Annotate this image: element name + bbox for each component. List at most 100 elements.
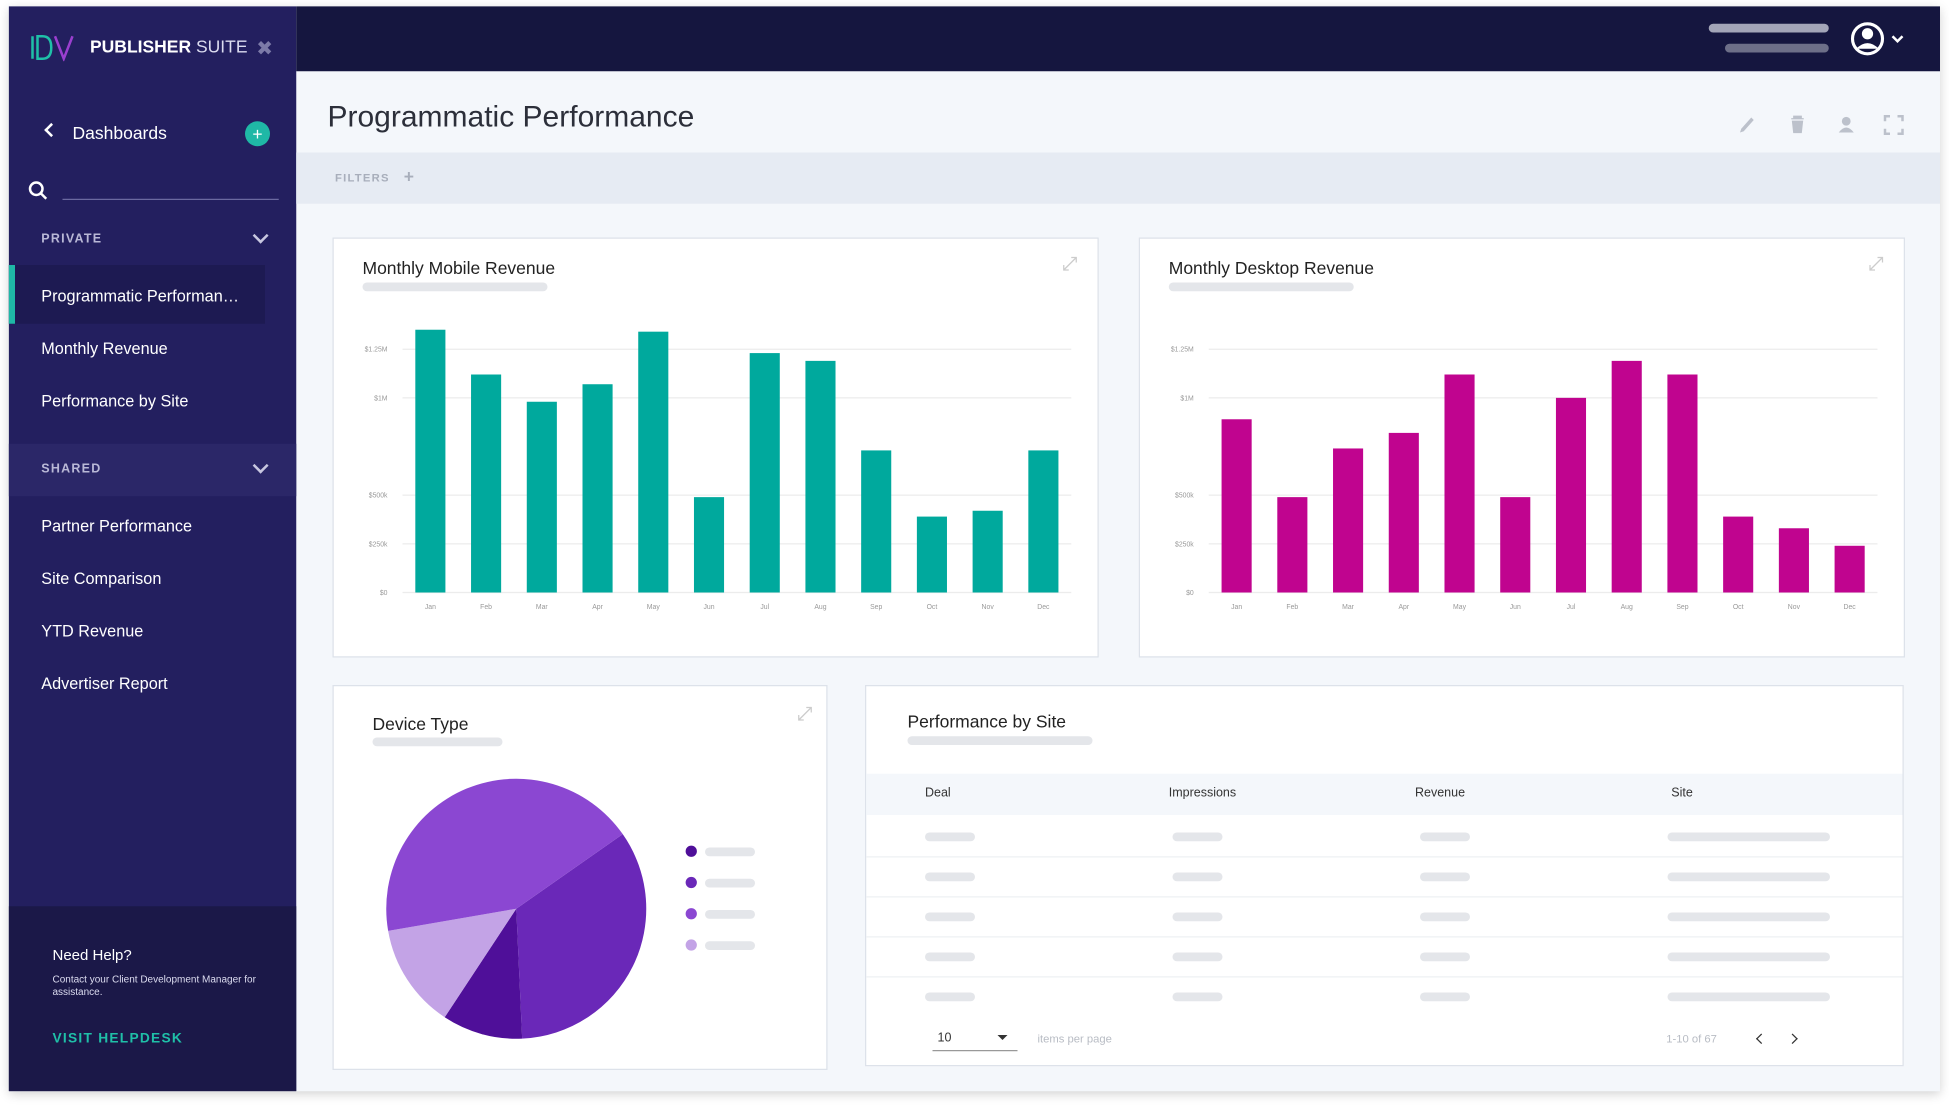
y-tick-label: $500k <box>1175 493 1194 500</box>
subtitle-placeholder <box>907 736 1093 745</box>
chart-card: Monthly Desktop Revenue $0 $250k $500k $1M $… <box>1138 237 1905 658</box>
bar <box>805 360 836 593</box>
nav-item[interactable]: Advertiser Report <box>41 673 168 693</box>
bar <box>749 353 780 593</box>
cell-placeholder <box>1667 912 1830 922</box>
nav-item[interactable]: Monthly Revenue <box>41 338 168 358</box>
expand-icon[interactable] <box>1869 256 1884 271</box>
bar <box>1028 450 1059 593</box>
user-menu[interactable] <box>1850 19 1910 59</box>
help-text: Contact your Client Development Manager … <box>52 973 256 998</box>
section-title: PRIVATE <box>41 232 103 247</box>
cell-placeholder <box>1667 992 1830 1002</box>
back-icon[interactable] <box>44 122 59 138</box>
logo-v <box>53 35 74 62</box>
row-divider <box>866 936 1903 938</box>
subtitle-placeholder <box>362 282 548 292</box>
sidebar: PUBLISHER SUITE ✖ Dashboards + PRIVATE P… <box>8 6 297 1092</box>
x-tick-label: Feb <box>480 604 492 611</box>
delete-icon[interactable] <box>1791 115 1804 134</box>
column-header[interactable]: Impressions <box>1168 786 1237 800</box>
page-size[interactable]: 10 <box>937 1031 952 1045</box>
bar <box>972 510 1003 593</box>
help-title: Need Help? <box>52 946 132 964</box>
x-tick-label: Aug <box>1621 604 1633 611</box>
page-range: 1-10 of 67 <box>1666 1032 1717 1046</box>
x-tick-label: Jan <box>1231 604 1242 611</box>
search-input[interactable] <box>62 198 279 200</box>
column-header[interactable]: Deal <box>925 786 951 800</box>
bar <box>1500 497 1531 593</box>
chart-title: Monthly Desktop Revenue <box>1168 257 1375 278</box>
y-tick-label: $250k <box>369 541 388 548</box>
nav-item[interactable]: Programmatic Performan… <box>41 286 240 305</box>
nav-item[interactable]: Partner Performance <box>41 516 193 535</box>
nav-item[interactable]: Site Comparison <box>41 568 162 588</box>
section-shared[interactable]: SHARED <box>8 443 297 497</box>
bar <box>1221 419 1252 593</box>
x-tick-label: Aug <box>814 604 826 611</box>
expand-icon[interactable] <box>798 706 812 721</box>
bar-chart: $0 $250k $500k $1M $1.25M Jan Feb Mar Apr May Jun J… <box>1171 256 1884 611</box>
expand-icon[interactable] <box>1063 256 1077 271</box>
section-private[interactable]: PRIVATE <box>9 214 297 267</box>
chart-card: Monthly Mobile Revenue $0 $250k $500k $1M $1… <box>332 237 1099 658</box>
x-tick-label: Nov <box>1788 604 1801 611</box>
cell-placeholder <box>1667 832 1830 842</box>
pie-slice <box>386 778 623 931</box>
x-tick-label: Apr <box>1398 604 1409 611</box>
column-header[interactable]: Site <box>1671 786 1693 800</box>
cell-placeholder <box>925 912 975 922</box>
nav-item[interactable]: YTD Revenue <box>41 621 144 640</box>
x-tick-label: Mar <box>536 604 549 611</box>
x-tick-label: Jan <box>425 604 436 611</box>
fullscreen-icon[interactable] <box>1883 115 1904 135</box>
cell-placeholder <box>1420 912 1470 922</box>
pie-chart <box>386 706 812 1039</box>
next-page[interactable] <box>1787 1033 1798 1045</box>
edit-icon[interactable] <box>1740 117 1754 133</box>
filters-label: FILTERS <box>335 171 390 184</box>
x-tick-label: Sep <box>870 604 882 611</box>
dropdown-arrow[interactable] <box>997 1035 1008 1045</box>
chart-title: Monthly Mobile Revenue <box>362 257 556 278</box>
bar <box>1611 360 1642 593</box>
page-size-underline <box>932 1050 1018 1052</box>
chart-title: Device Type <box>372 713 469 734</box>
x-tick-label: Jul <box>760 604 769 611</box>
bar <box>1667 374 1698 593</box>
y-tick-label: $1M <box>374 395 388 402</box>
back-link[interactable]: Dashboards <box>72 122 167 143</box>
x-tick-label: Nov <box>982 604 995 611</box>
bar <box>1277 497 1308 593</box>
brand-light: SUITE <box>195 36 248 57</box>
help-link[interactable]: VISIT HELPDESK <box>52 1031 184 1047</box>
bar <box>693 497 725 593</box>
cell-placeholder <box>1667 952 1830 962</box>
close-icon[interactable]: ✖ <box>256 38 274 60</box>
help-box: Need Help? Contact your Client Developme… <box>8 906 297 1092</box>
legend-placeholder <box>705 941 755 950</box>
pie-slice <box>388 908 517 1018</box>
x-tick-label: Dec <box>1037 604 1050 611</box>
prev-page[interactable] <box>1755 1033 1767 1045</box>
cell-placeholder <box>1420 872 1470 882</box>
y-tick-label: $1M <box>1180 395 1194 402</box>
add-filter[interactable]: + <box>403 166 414 187</box>
bar <box>861 450 892 593</box>
bar <box>1555 397 1587 593</box>
row-divider <box>866 856 1903 858</box>
share-icon[interactable] <box>1838 127 1854 133</box>
legend-placeholder <box>705 878 755 888</box>
logo-d <box>31 35 53 60</box>
bar <box>1333 448 1364 593</box>
bar <box>1444 374 1475 593</box>
column-header[interactable]: Revenue <box>1415 786 1466 800</box>
filters-bar: FILTERS + <box>296 152 1940 204</box>
cell-placeholder <box>1172 832 1223 842</box>
y-tick-label: $1.25M <box>365 347 388 354</box>
add-button[interactable]: + <box>245 121 270 147</box>
nav-item[interactable]: Performance by Site <box>41 391 189 410</box>
cell-placeholder <box>925 992 975 1002</box>
